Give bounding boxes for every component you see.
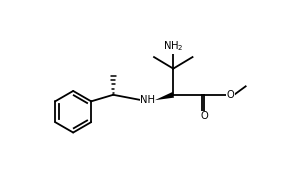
- Text: NH: NH: [140, 95, 155, 105]
- Text: NH$_2$: NH$_2$: [163, 39, 183, 53]
- Polygon shape: [155, 92, 174, 100]
- Text: O: O: [226, 90, 234, 100]
- Text: O: O: [200, 111, 208, 121]
